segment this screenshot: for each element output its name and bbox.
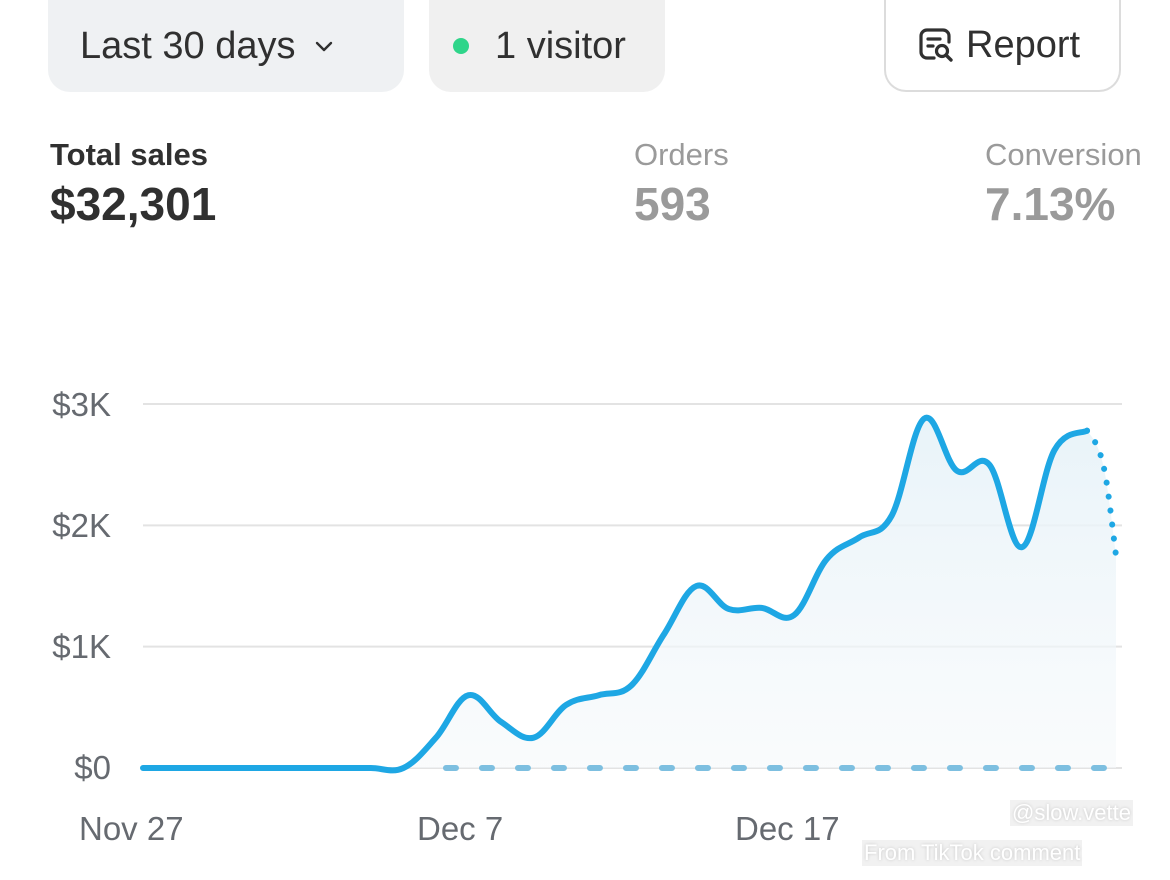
metric-orders[interactable]: Orders 593: [634, 136, 729, 232]
metric-conversion[interactable]: Conversion 7.13%: [985, 136, 1142, 232]
metric-value: 7.13%: [985, 178, 1116, 230]
sales-line: [140, 414, 1090, 774]
y-tick-label: $2K: [52, 507, 111, 544]
metric-value: $32,301: [50, 178, 217, 230]
live-status-dot-icon: [453, 38, 469, 54]
report-search-icon: [919, 28, 953, 62]
visitor-count: 1 visitor: [495, 24, 626, 67]
projected-line: [1084, 427, 1119, 559]
x-tick-label: Dec 17: [735, 810, 840, 847]
metric-label: Conversion: [985, 137, 1142, 172]
watermark-handle: @slow.vette: [1010, 800, 1133, 826]
y-tick-label: $3K: [52, 386, 111, 423]
x-tick-label: Dec 7: [417, 810, 504, 847]
metric-value: 593: [634, 178, 711, 230]
watermark-source: From TikTok comment: [862, 840, 1083, 866]
date-range-selector[interactable]: Last 30 days: [48, 0, 404, 92]
y-tick-label: $0: [74, 749, 111, 786]
metric-label: Total sales: [50, 137, 208, 172]
metric-label: Orders: [634, 137, 729, 172]
chevron-down-icon: [316, 41, 333, 52]
report-label: Report: [966, 23, 1081, 66]
chart-area-fill: [143, 417, 1116, 771]
x-tick-label: Nov 27: [79, 810, 184, 847]
metric-total-sales[interactable]: Total sales $32,301: [50, 136, 216, 232]
y-tick-label: $1K: [52, 628, 111, 665]
date-range-label: Last 30 days: [80, 24, 296, 67]
report-button[interactable]: Report: [884, 0, 1121, 92]
live-visitors-badge[interactable]: 1 visitor: [429, 0, 665, 92]
